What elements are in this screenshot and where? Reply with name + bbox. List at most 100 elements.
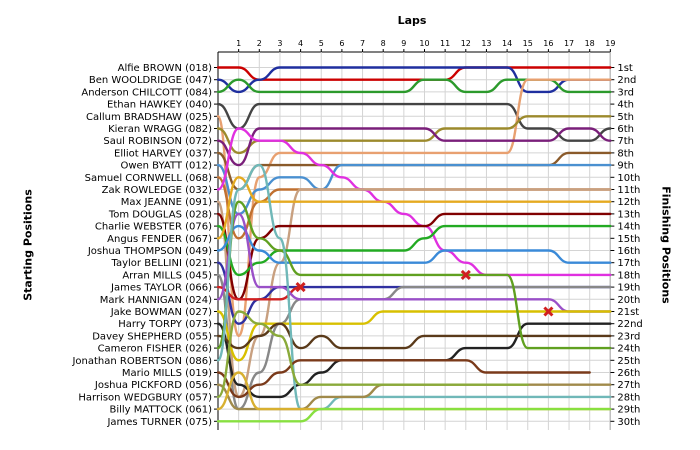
- finishing-position-label: 9th: [617, 161, 634, 172]
- finishing-position-label: 23rd: [617, 331, 640, 342]
- driver-series-line: [216, 176, 612, 240]
- starting-position-label: Mario MILLS (019): [122, 368, 212, 379]
- driver-series-line: [216, 224, 612, 277]
- starting-position-label: Arran MILLS (045): [122, 270, 212, 281]
- starting-position-label: Alfie BROWN (018): [118, 63, 212, 74]
- starting-position-label: Joshua PICKFORD (056): [94, 380, 212, 391]
- driver-series-line: [216, 176, 612, 240]
- lap-tick-label: 8: [381, 39, 386, 48]
- driver-series-line: [216, 322, 612, 350]
- lap-tick-label: 9: [401, 39, 406, 48]
- lap-tick-label: 14: [502, 39, 512, 48]
- driver-series-line: [216, 359, 591, 399]
- retirement-cross-stroke: [543, 306, 554, 317]
- starting-position-label: Billy MATTOCK (061): [109, 405, 212, 416]
- lap-tick-label: 10: [419, 39, 429, 48]
- starting-position-label: Elliot HARVEY (037): [114, 148, 212, 159]
- series-layer: [216, 66, 612, 423]
- starting-position-label: Max JEANNE (091): [121, 197, 212, 208]
- starting-position-label: Angus FENDER (067): [107, 234, 212, 245]
- driver-series-line: [216, 310, 529, 399]
- starting-position-label: Jonathan ROBERTSON (086): [71, 356, 212, 367]
- starting-position-label: James TURNER (075): [106, 417, 212, 428]
- finishing-position-label: 21st: [617, 307, 639, 318]
- starting-position-label: Zak ROWLEDGE (032): [102, 185, 212, 196]
- lap-tick-label: 18: [585, 39, 595, 48]
- lap-tick-label: 12: [461, 39, 471, 48]
- driver-series-line: [216, 407, 612, 423]
- starting-position-label: Harry TORPY (073): [118, 319, 212, 330]
- finishing-position-label: 3rd: [617, 87, 634, 98]
- retirement-marker: [543, 306, 554, 317]
- driver-series-line: [216, 310, 612, 362]
- driver-series-line: [216, 115, 612, 155]
- lap-tick-label: 7: [360, 39, 365, 48]
- y2-axis-title: Finishing Positions: [659, 186, 673, 304]
- finishing-position-label: 20th: [617, 295, 640, 306]
- starting-position-label: Taylor BELLINI (021): [111, 258, 213, 269]
- lap-tick-label: 2: [257, 39, 262, 48]
- lap-tick-label: 17: [564, 39, 574, 48]
- finishing-position-label: 12th: [617, 197, 640, 208]
- finishing-position-label: 1st: [617, 63, 633, 74]
- finishing-position-label: 25th: [617, 356, 640, 367]
- lap-tick-label: 3: [277, 39, 282, 48]
- driver-series-line: [216, 78, 612, 338]
- finishing-position-label: 29th: [617, 405, 640, 416]
- driver-series-line: [216, 224, 612, 264]
- finishing-position-label: 18th: [617, 270, 640, 281]
- finishing-position-label: 2nd: [617, 75, 636, 86]
- lap-tick-label: 15: [523, 39, 533, 48]
- finishing-position-label: 28th: [617, 392, 640, 403]
- finishing-position-label: 27th: [617, 380, 640, 391]
- lap-tick-label: 6: [339, 39, 344, 48]
- starting-position-label: Mark HANNIGAN (024): [100, 295, 212, 306]
- starting-position-label: Joshua THOMPSON (049): [87, 246, 212, 257]
- starting-position-label: Jake BOWMAN (027): [110, 307, 212, 318]
- finishing-position-label: 24th: [617, 344, 640, 355]
- finishing-position-label: 22nd: [617, 319, 642, 330]
- finishing-position-label: 26th: [617, 368, 640, 379]
- starting-position-label: Ben WOOLDRIDGE (047): [89, 75, 212, 86]
- driver-series-line: [216, 200, 612, 350]
- finishing-position-label: 15th: [617, 234, 640, 245]
- starting-position-label: Harrison WEDGBURY (057): [78, 392, 212, 403]
- retirement-cross-stroke: [460, 269, 471, 280]
- x-axis-title: Laps: [397, 14, 427, 27]
- starting-position-label: Owen BYATT (012): [120, 161, 212, 172]
- finishing-position-label: 5th: [617, 112, 634, 123]
- lap-tick-label: 19: [605, 39, 615, 48]
- lap-tick-label: 5: [319, 39, 324, 48]
- lap-tick-label: 4: [298, 39, 303, 48]
- starting-position-label: Charlie WEBSTER (076): [95, 222, 212, 233]
- driver-series-line: [216, 212, 612, 301]
- driver-series-line: [216, 371, 612, 411]
- starting-position-label: Samuel CORNWELL (068): [85, 173, 212, 184]
- starting-position-label: James TAYLOR (066): [110, 283, 212, 294]
- lap-tick-label: 1: [236, 39, 241, 48]
- finishing-position-label: 4th: [617, 100, 634, 111]
- finishing-position-label: 8th: [617, 148, 634, 159]
- finishing-position-label: 30th: [617, 417, 640, 428]
- retirement-markers: [295, 269, 554, 317]
- retirement-marker: [460, 269, 471, 280]
- y-axis-title: Starting Positions: [21, 189, 35, 301]
- lap-tick-label: 16: [543, 39, 553, 48]
- finishing-position-label: 11th: [617, 185, 640, 196]
- finishing-position-label: 13th: [617, 209, 640, 220]
- retirement-marker: [295, 282, 306, 293]
- starting-position-label: Anderson CHILCOTT (084): [81, 87, 212, 98]
- finishing-position-label: 19th: [617, 283, 640, 294]
- driver-series-line: [216, 151, 612, 191]
- lap-tick-label: 13: [481, 39, 491, 48]
- starting-position-label: Saul ROBINSON (072): [103, 136, 212, 147]
- driver-series-line: [216, 66, 612, 94]
- finishing-position-label: 7th: [617, 136, 634, 147]
- driver-series-line: [216, 102, 612, 142]
- driver-series-line: [216, 285, 302, 301]
- starting-position-label: Tom DOUGLAS (028): [108, 209, 212, 220]
- driver-series-line: [216, 127, 612, 167]
